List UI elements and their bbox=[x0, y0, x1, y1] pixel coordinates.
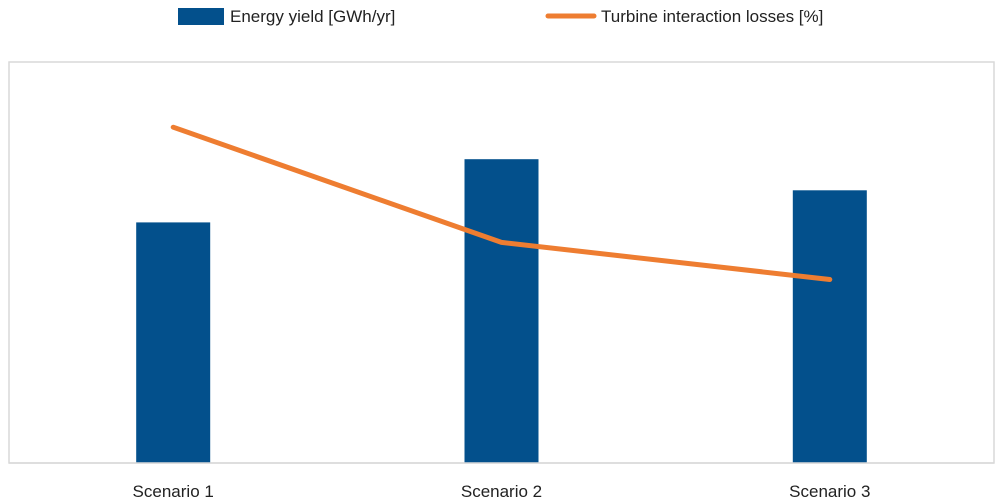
x-tick-label-3: Scenario 3 bbox=[789, 482, 870, 501]
legend-swatch-energy-yield bbox=[178, 8, 224, 25]
bar-3 bbox=[792, 190, 867, 464]
bar-1 bbox=[136, 222, 211, 463]
bar-2 bbox=[464, 159, 539, 463]
line-turbine-losses bbox=[170, 124, 833, 282]
x-tick-label-1: Scenario 1 bbox=[133, 482, 214, 501]
x-tick-label-2: Scenario 2 bbox=[461, 482, 542, 501]
bars-group bbox=[136, 159, 867, 464]
legend: Energy yield [GWh/yr] Turbine interactio… bbox=[178, 7, 823, 26]
x-tick-labels: Scenario 1 Scenario 2 Scenario 3 bbox=[133, 482, 871, 501]
lines-group bbox=[170, 124, 833, 282]
legend-label-energy-yield: Energy yield [GWh/yr] bbox=[230, 7, 395, 26]
legend-label-turbine-losses: Turbine interaction losses [%] bbox=[601, 7, 823, 26]
